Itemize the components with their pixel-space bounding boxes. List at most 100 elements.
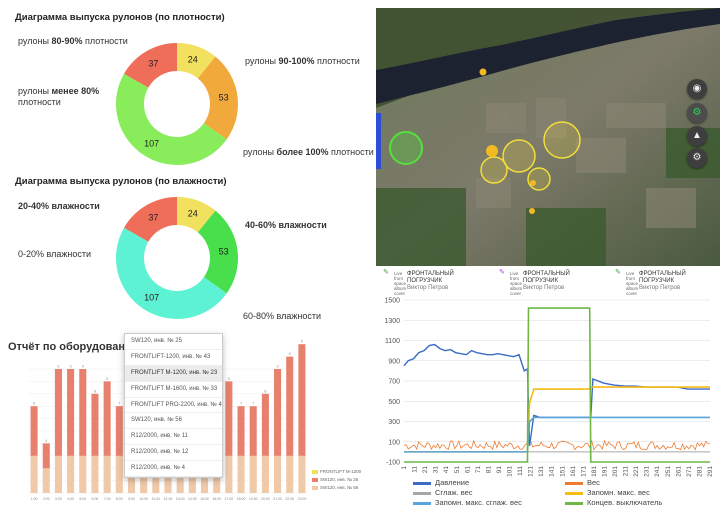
bar-segment-base [103, 455, 111, 493]
bar-segment-base [237, 455, 245, 493]
bar-segment-top [237, 406, 245, 456]
dropdown-option[interactable]: R12/2000, инв. № 4 [125, 461, 222, 478]
x-tick-label: 151 [559, 466, 566, 477]
series-line [404, 307, 710, 463]
x-tick-label: 231 [644, 466, 651, 477]
machine-driver: Виктор Петров [407, 285, 449, 291]
edit-icon[interactable]: ✎ [383, 269, 389, 276]
density-label-less-80: рулоны менее 80% плотности [18, 86, 100, 107]
y-tick-label: 900 [388, 358, 400, 365]
sensor-line-chart-panel: -100 100 300 500 700 900 1100 1300 1500 1 11 21 31 41… [376, 266, 720, 509]
donut-slice [197, 56, 239, 140]
dropdown-option[interactable]: FRONTLIFT M-1600, инв. № 33 [125, 382, 222, 398]
zone-yellow-3 [480, 156, 508, 184]
legend-item: Концев. выключатель [565, 498, 662, 507]
dropdown-option[interactable]: R12/2000, инв. № 12 [125, 445, 222, 462]
legend-item: Вес [565, 478, 600, 487]
x-tick-label: 241 [654, 466, 661, 477]
bar-segment-top [274, 369, 282, 456]
bar-segment-base [249, 455, 257, 493]
dropdown-option[interactable]: SW120, инв. № 25 [125, 334, 222, 350]
dropdown-option[interactable]: FRONTLIFT PRO-2200, инв. № 44 [125, 398, 222, 414]
bar-segment-base [298, 455, 306, 493]
bell-icon[interactable]: ▲ [687, 126, 707, 146]
bar-category-label: 13:00 [176, 497, 185, 501]
bar-category-label: 14:00 [188, 497, 197, 501]
x-tick-label: 101 [507, 466, 514, 477]
bar-value-label: 7 [118, 402, 120, 406]
bar-segment-top [261, 393, 269, 456]
slice-value: 24 [188, 55, 198, 65]
y-tick-label: 1500 [384, 298, 400, 305]
bar-category-label: 5:00 [79, 497, 86, 501]
x-tick-label: 281 [696, 466, 703, 477]
equipment-dropdown-menu[interactable]: SW120, инв. № 25 FRONTLIFT-1200, инв. № 4… [124, 333, 223, 479]
slice-value: 37 [148, 212, 158, 222]
tractor-icon[interactable]: ⚙ [687, 103, 707, 123]
machine-name: ФРОНТАЛЬНЫЙ ПОГРУЗЧИК Виктор Петров [523, 271, 593, 292]
y-tick-label: 300 [388, 419, 400, 426]
edit-icon[interactable]: ✎ [615, 269, 621, 276]
x-tick-label: 141 [549, 466, 556, 477]
bar-segment-base [54, 455, 62, 493]
bar-segment-base [261, 455, 269, 493]
edit-icon[interactable]: ✎ [499, 269, 505, 276]
bar-category-label: 10:00 [139, 497, 148, 501]
map-edge-marker [376, 113, 381, 169]
zone-yellow-4 [527, 167, 551, 191]
x-tick-label: 161 [570, 466, 577, 477]
zone-green [389, 131, 423, 165]
donut-charts-svg: 24 53 107 37 24 53 107 37 [116, 43, 239, 319]
humidity-chart-title: Диаграмма выпуска рулонов (по влажности) [15, 176, 227, 187]
density-chart-title: Диаграмма выпуска рулонов (по плотности) [15, 12, 225, 23]
humidity-donut: 24 53 107 37 [116, 197, 238, 319]
zone-yellow-1 [543, 121, 581, 159]
album-cover-thumb: Live from space album cover [394, 271, 407, 296]
camera-icon[interactable]: ◉ [687, 79, 707, 99]
machine-marker [529, 208, 535, 214]
humidity-label-20-40: 20-40% влажности [18, 201, 100, 211]
x-tick-label: 271 [686, 466, 693, 477]
donut-slice [124, 197, 177, 242]
bar-category-label: 15:00 [200, 497, 209, 501]
bar-segment-base [91, 455, 99, 493]
bar-category-label: 19:00 [249, 497, 258, 501]
x-tick-label: 291 [707, 466, 714, 477]
machine-marker [479, 68, 487, 76]
bar-category-label: 1:00 [31, 497, 38, 501]
satellite-map[interactable] [376, 8, 720, 266]
x-tick-label: 11 [412, 466, 419, 473]
humidity-label-60-80: 60-80% влажности [243, 311, 321, 321]
humidity-label-0-20: 0-20% влажности [18, 249, 91, 259]
x-tick-label: 111 [517, 466, 524, 476]
donut-slice [177, 197, 216, 233]
bar-segment-base [115, 455, 123, 493]
dropdown-option[interactable]: FRONTLIFT-1200, инв. № 43 [125, 350, 222, 366]
bar-category-label: 11:00 [152, 497, 161, 501]
bar-value-label: 9 [301, 340, 303, 344]
density-label-more-100: рулоны более 100% плотности [243, 147, 374, 157]
bar-category-label: 7:00 [104, 497, 111, 501]
machine-marker [530, 180, 536, 186]
album-cover-thumb: Live from space album cover [510, 271, 523, 296]
bar-segment-base [286, 455, 294, 493]
dropdown-option[interactable]: SW120, инв. № 56 [125, 413, 222, 430]
dropdown-option[interactable]: FRONTLIFT M-1200, инв. № 23 [125, 365, 222, 382]
x-tick-label: 211 [623, 466, 630, 477]
bar-segment-base [30, 455, 38, 493]
bar-value-label: 9 [70, 365, 72, 369]
bar-segment-base [42, 468, 50, 493]
bar-value-label: 8 [94, 389, 96, 393]
slice-value: 53 [219, 247, 229, 257]
x-tick-label: 191 [601, 466, 608, 477]
bar-segment-top [225, 381, 233, 456]
dropdown-option[interactable]: R12/2000, инв. № 11 [125, 429, 222, 446]
machine-type: ФРОНТАЛЬНЫЙ ПОГРУЗЧИК [407, 271, 454, 284]
bar-category-label: 9:00 [128, 497, 135, 501]
series-line [403, 439, 711, 451]
gear-icon[interactable]: ⚙ [687, 148, 707, 168]
bar-category-label: 6:00 [92, 497, 99, 501]
bar-segment-top [30, 406, 38, 456]
bar-value-label: 8 [264, 389, 266, 393]
bar-value-label: 9 [289, 352, 291, 356]
